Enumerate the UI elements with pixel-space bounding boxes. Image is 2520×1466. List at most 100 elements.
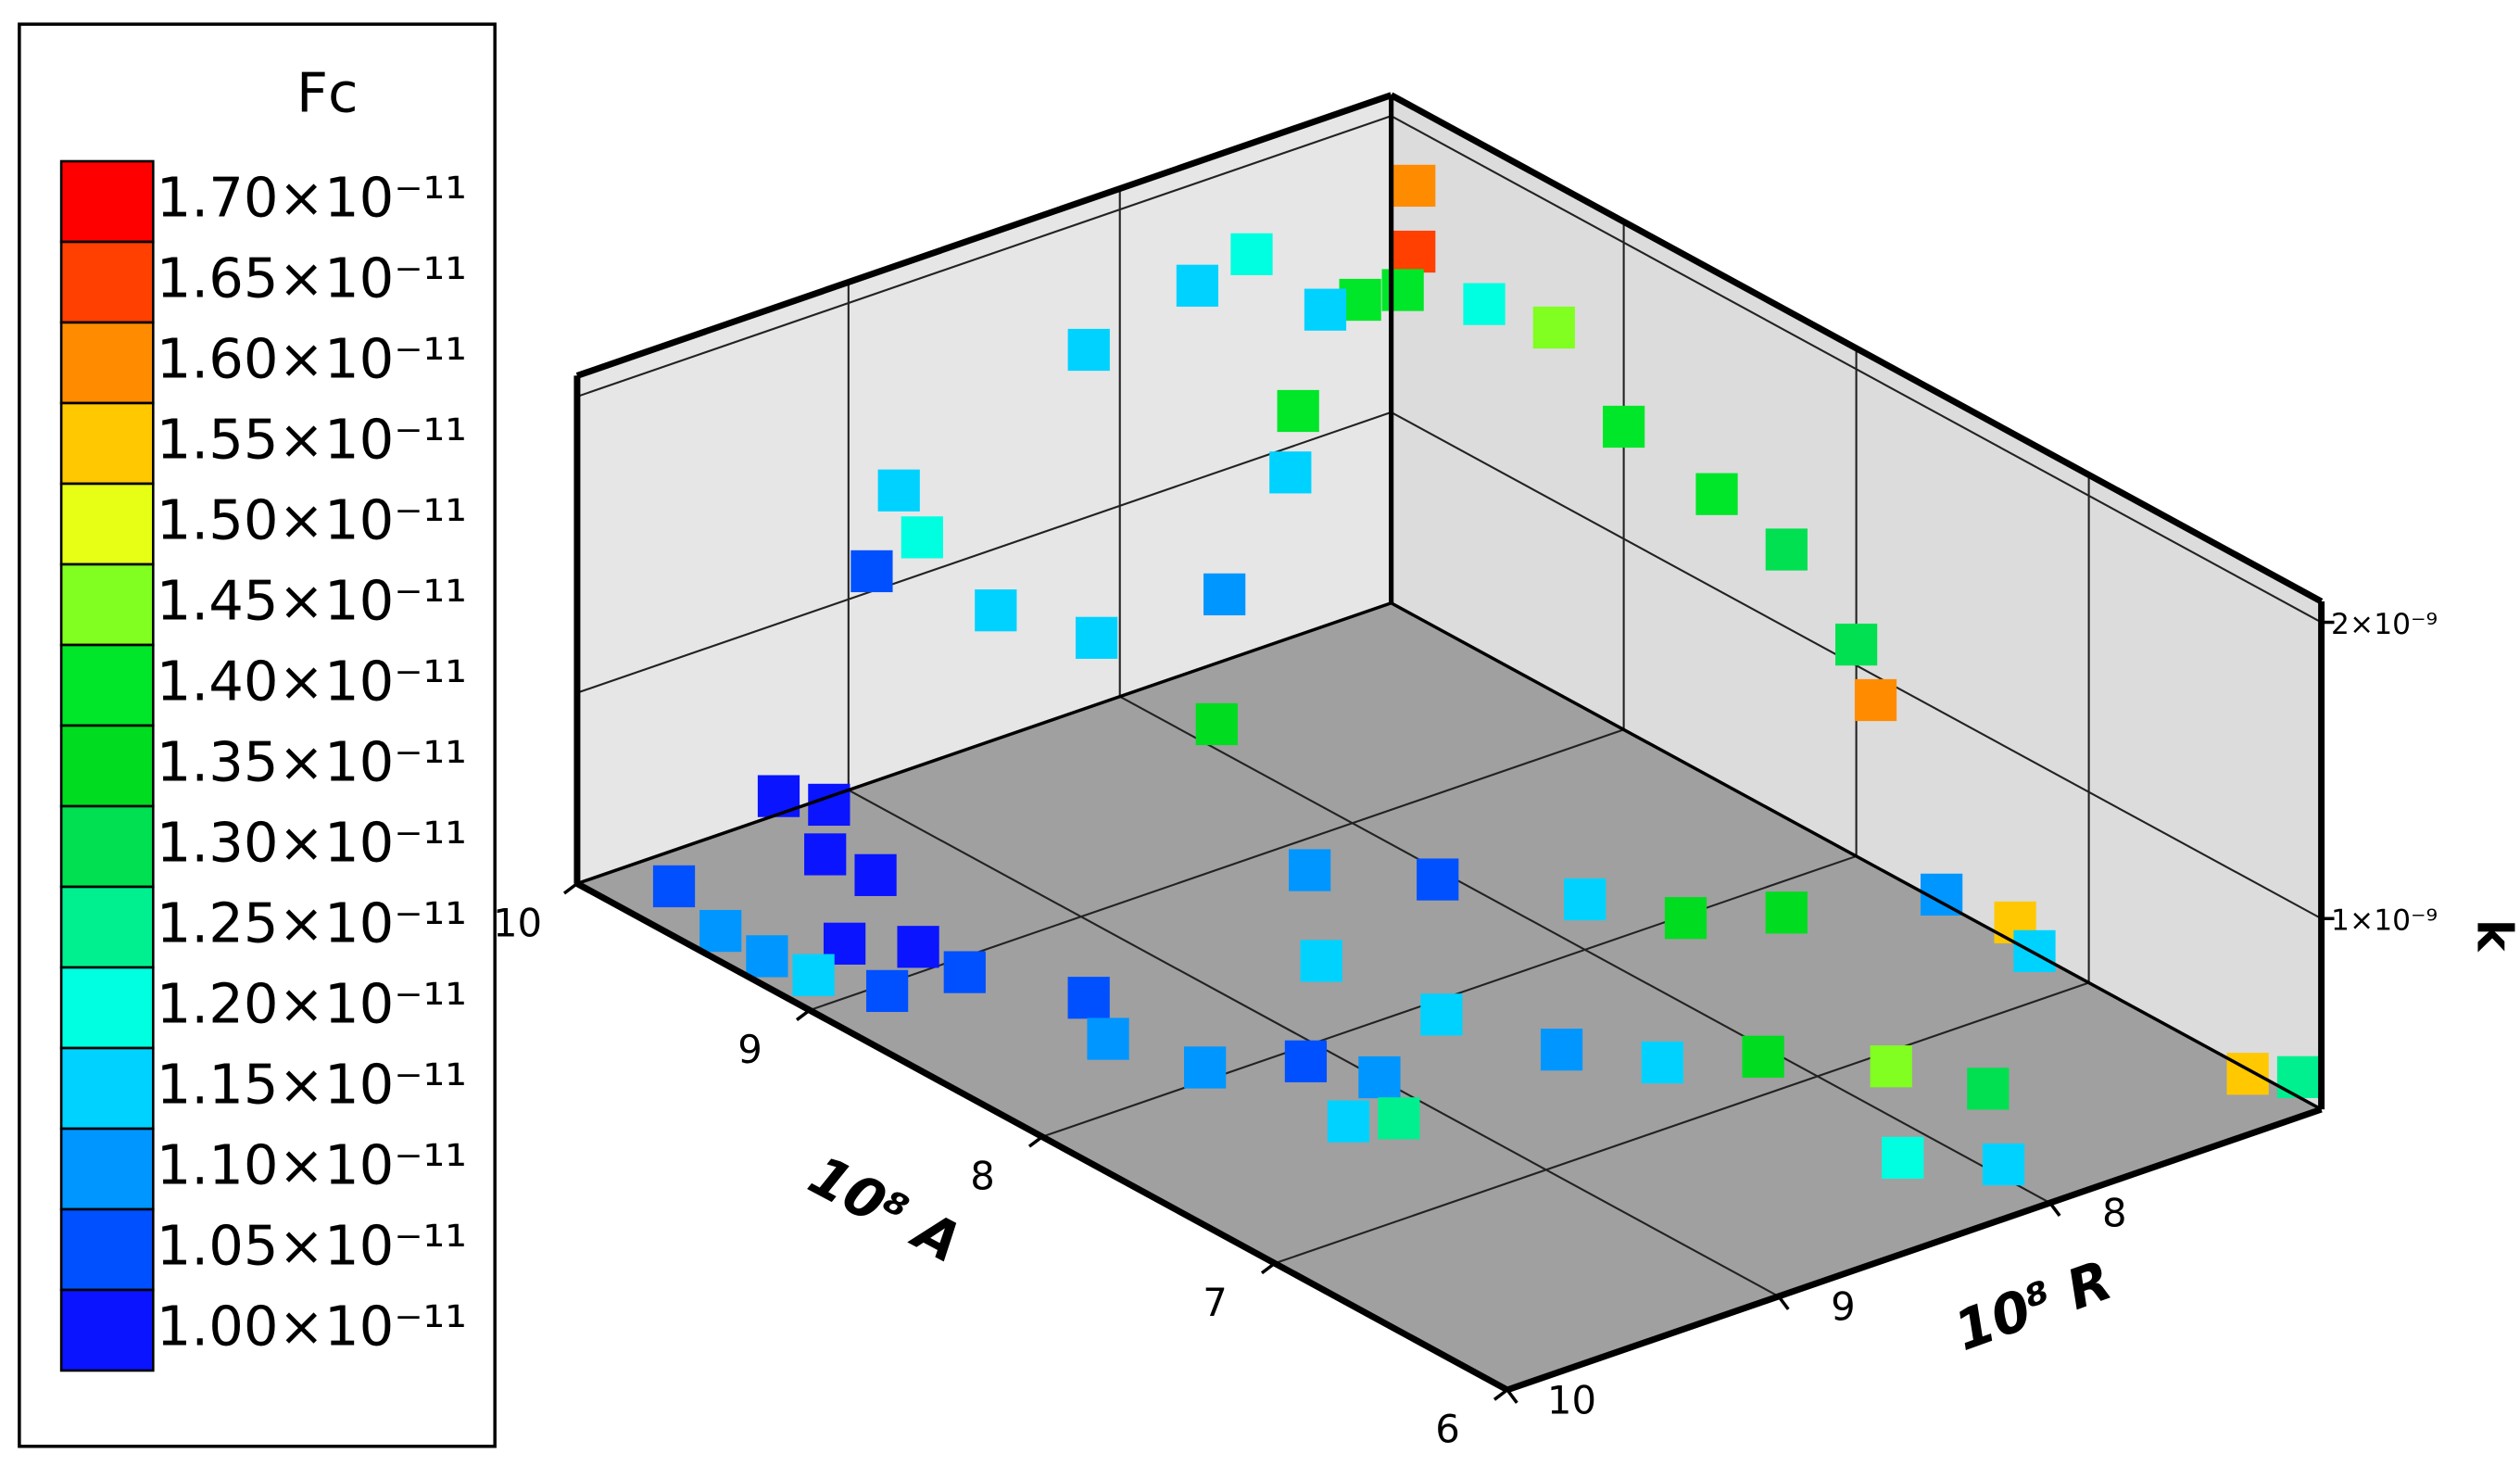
data-point [1393,230,1436,273]
colorbar-label: 1.25×10⁻¹¹ [157,891,467,955]
box-edge [576,601,1392,886]
box-edge [1390,601,2323,1111]
colorbar-swatch [59,1207,155,1292]
x-tick-label: 9 [737,1027,762,1072]
data-point [877,469,920,512]
data-point [1420,993,1463,1036]
colorbar-label: 1.45×10⁻¹¹ [157,569,467,633]
data-point [1176,264,1219,307]
colorbar-swatch [59,1288,155,1372]
colorbar-label: 1.00×10⁻¹¹ [157,1295,467,1359]
data-point [1417,858,1459,901]
colorbar-swatch [59,562,155,647]
y-tick-label: 10 [1547,1377,1596,1422]
data-point [1393,164,1436,208]
plot-root: Fc 1.70×10⁻¹¹ 1.65×10⁻¹¹ 1.60×10⁻¹¹ 1.55×10… [18,22,2520,1452]
colorbar-swatch [59,966,155,1050]
data-point [1378,1097,1420,1140]
colorbar-swatch [59,804,155,889]
data-point [2226,1053,2269,1095]
colorbar-label: 1.60×10⁻¹¹ [157,327,467,391]
data-point [1327,1100,1370,1143]
data-point [1982,1143,2025,1186]
data-point [850,550,893,593]
colorbar-swatch [59,159,155,244]
data-point [1870,1045,1912,1088]
data-point [1564,878,1606,921]
colorbar-label: 1.40×10⁻¹¹ [157,650,467,714]
data-point [1742,1035,1784,1078]
data-point [865,969,909,1013]
data-point [901,516,943,559]
y-tick-label: 8 [2102,1190,2127,1235]
data-point [2276,1055,2320,1098]
data-point [699,909,742,953]
x-tick-label: 7 [1203,1280,1228,1325]
colorbar-swatch [59,482,155,566]
colorbar-label: 1.70×10⁻¹¹ [157,166,467,230]
box-edge [1506,1106,2323,1394]
data-point [1284,1040,1328,1082]
colorbar-label: 1.05×10⁻¹¹ [157,1214,467,1278]
grid-line [1391,115,2323,624]
data-point [1882,1136,1924,1180]
data-point [1087,1017,1129,1060]
data-point [1641,1041,1683,1084]
x-tick-label: 8 [970,1153,995,1198]
colorbar-label: 1.50×10⁻¹¹ [157,488,467,552]
data-point [804,833,847,876]
data-point [1075,616,1118,659]
grid-line [576,411,1392,694]
data-point [1463,283,1506,325]
data-point [792,954,835,996]
data-point [652,865,696,908]
colorbar-label: 1.65×10⁻¹¹ [157,246,467,310]
z-tick-label: 1×10⁻⁹ [2331,904,2438,938]
data-point [897,926,939,968]
data-point [1230,233,1273,275]
y-axis-title: 10⁸ R [1947,1248,2120,1363]
data-point [1184,1046,1227,1089]
data-point [1854,678,1897,722]
grid-line [576,115,1392,398]
grid-line [1119,695,2051,1204]
data-point [1664,897,1707,940]
data-point [1304,288,1347,331]
colorbar-label: 1.15×10⁻¹¹ [157,1053,467,1117]
data-point [1967,1068,2010,1110]
data-point [943,951,986,993]
box-edge [1389,92,2324,605]
colorbar-swatch [59,1127,155,1211]
data-point [1277,389,1319,433]
z-tick-label: 2×10⁻⁹ [2331,608,2438,641]
colorbar-swatch [59,1046,155,1131]
data-point [1289,849,1331,891]
data-point [1195,702,1238,746]
data-point [1540,1029,1583,1071]
y-tick-label: 9 [1831,1283,1856,1329]
data-point [1765,528,1808,571]
data-point [1203,573,1246,616]
data-point [1067,328,1110,372]
data-point [1269,451,1312,494]
colorbar-label: 1.30×10⁻¹¹ [157,811,467,875]
data-point [1602,405,1645,449]
colorbar-swatch [59,724,155,808]
data-point [1381,269,1424,311]
box-edge [575,92,1392,379]
colorbar-swatch [59,240,155,324]
colorbar-swatch [59,643,155,727]
x-tick-label: 10 [493,900,542,945]
colorbar-swatch [59,321,155,405]
colorbar-title: Fc [296,61,359,125]
data-point [2013,929,2056,973]
data-point [975,589,1017,632]
data-point [1532,306,1575,349]
data-point [854,853,897,896]
colorbar-label: 1.10×10⁻¹¹ [157,1133,467,1197]
x-axis-title: 10⁸ A [799,1143,972,1275]
x-tick [562,882,578,895]
colorbar-label: 1.55×10⁻¹¹ [157,408,467,472]
data-point [1834,623,1878,666]
